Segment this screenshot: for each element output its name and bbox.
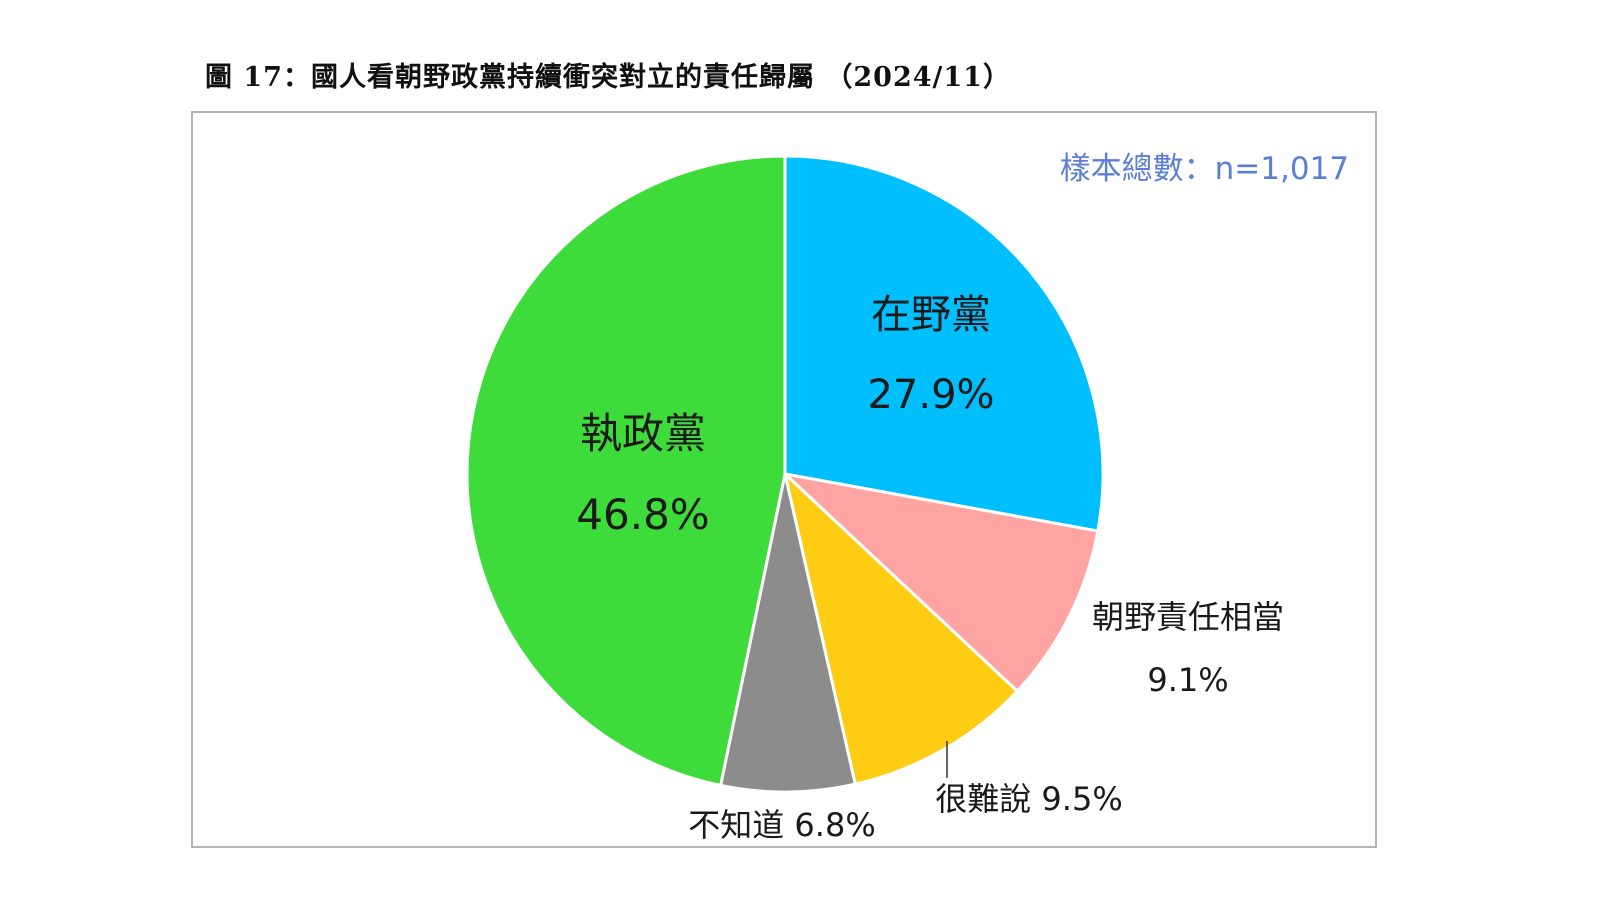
chart-frame: 在野黨 27.9% 朝野責任相當 9.1% 很難說 9.5% 不知道 6.8% 執政黨 46.… xyxy=(191,111,1377,848)
slice-name-2: 朝野責任相當 xyxy=(1092,598,1284,636)
slice-value-2: 9.1% xyxy=(1147,661,1228,699)
pie-slice-4 xyxy=(718,473,858,794)
slice-label-4: 不知道 6.8% xyxy=(688,806,875,844)
slice-name-1: 在野黨 xyxy=(871,292,991,338)
slice-value-1: 27.9% xyxy=(867,372,994,418)
pie-slices xyxy=(465,154,1105,794)
pie-slice-2 xyxy=(780,471,1100,694)
pie-labels: 在野黨 27.9% 朝野責任相當 9.1% 很難說 9.5% 不知道 6.8% 執政黨 46.… xyxy=(576,292,1284,844)
slice-label-3: 很難說 9.5% xyxy=(935,780,1122,818)
slice-name-5: 執政黨 xyxy=(580,409,706,458)
slice-value-5: 46.8% xyxy=(576,490,709,539)
pie-slice-5 xyxy=(465,154,787,788)
pie-chart: 在野黨 27.9% 朝野責任相當 9.1% 很難說 9.5% 不知道 6.8% 執政黨 46.… xyxy=(465,154,1284,844)
pie-slice-1 xyxy=(783,154,1105,533)
pie-slice-3 xyxy=(782,469,1020,786)
sample-size-note: 樣本總數：n=1,017 xyxy=(1059,151,1349,187)
figure-title: 圖 17：國人看朝野政黨持續衝突對立的責任歸屬 （2024/11） xyxy=(205,62,1011,93)
